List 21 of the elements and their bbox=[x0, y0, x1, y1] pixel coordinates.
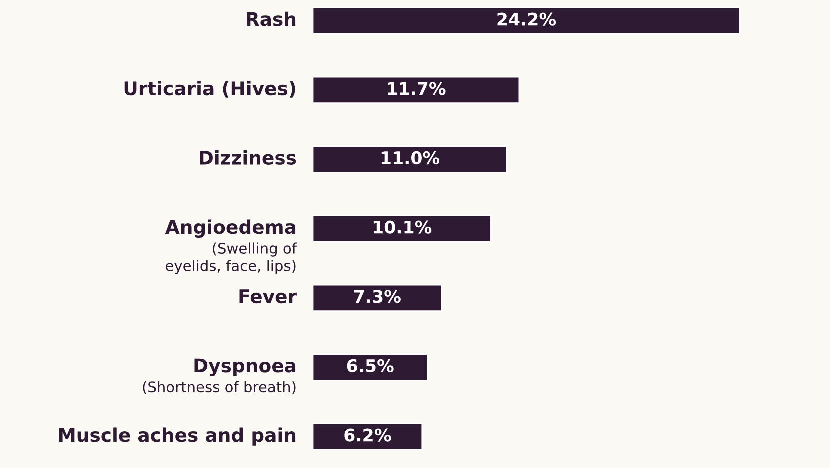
y-tick-label: Angioedema (Swelling of eyelids, face, lips) bbox=[165, 220, 298, 274]
y-tick-label: Dyspnoea (Shortness of breath) bbox=[143, 358, 296, 394]
data-label: 10.1% bbox=[374, 220, 432, 234]
bar bbox=[313, 422, 424, 451]
bar bbox=[313, 214, 492, 243]
y-tick-label: Urticaria (Hives) bbox=[124, 81, 296, 98]
bar bbox=[313, 146, 508, 174]
data-label: 6.2% bbox=[344, 428, 392, 442]
y-tick-label: Rash bbox=[247, 12, 296, 26]
y-tick-label: Dizziness bbox=[200, 150, 296, 165]
y-tick-label: Fever bbox=[240, 290, 297, 304]
bar bbox=[313, 284, 442, 312]
data-label: 6.5% bbox=[347, 359, 394, 373]
data-label: 11.7% bbox=[388, 82, 446, 96]
bar bbox=[313, 354, 428, 382]
bar bbox=[313, 76, 520, 104]
bar bbox=[313, 7, 741, 35]
data-label: 7.3% bbox=[354, 290, 401, 304]
y-tick-label: Muscle aches and pain bbox=[59, 428, 296, 446]
data-label: 11.0% bbox=[382, 151, 440, 165]
data-label: 24.2% bbox=[498, 12, 556, 26]
